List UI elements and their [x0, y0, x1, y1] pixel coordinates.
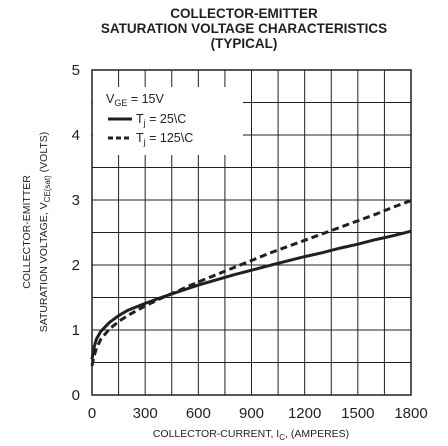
y-axis-label-line-1: COLLECTOR-EMITTER — [21, 175, 33, 289]
x-axis-label: COLLECTOR-CURRENT, IC, (AMPERES) — [153, 428, 349, 442]
chart-title-line-2: SATURATION VOLTAGE CHARACTERISTICS — [101, 21, 387, 36]
y-tick-label: 2 — [72, 257, 80, 274]
y-tick-label: 3 — [72, 192, 80, 209]
y-tick-label: 4 — [72, 127, 80, 144]
x-tick-label: 600 — [186, 405, 211, 422]
y-tick-label: 1 — [72, 322, 80, 339]
grid — [92, 70, 411, 395]
chart-title-line-1: COLLECTOR-EMITTER — [170, 6, 318, 21]
plot-frame — [91, 69, 412, 396]
x-tick-label: 900 — [239, 405, 264, 422]
series-lines — [90, 199, 412, 367]
tick-labels: 0 300 600 900 1200 1500 1800 0 1 2 3 4 5 — [72, 62, 428, 422]
series-line-125c — [90, 199, 412, 367]
x-tick-label: 1500 — [341, 405, 374, 422]
series-line-25c — [90, 229, 412, 360]
legend-header: VGE = 15V — [106, 92, 165, 108]
x-tick-label: 0 — [88, 405, 96, 422]
chart-title-line-3: (TYPICAL) — [211, 36, 278, 51]
legend-entry-125c: Tj = 125\C — [136, 131, 193, 147]
legend-box — [93, 87, 243, 155]
y-tick-label: 0 — [72, 387, 80, 404]
y-tick-label: 5 — [72, 62, 80, 79]
x-tick-label: 300 — [133, 405, 158, 422]
x-tick-label: 1800 — [394, 405, 427, 422]
x-tick-label: 1200 — [288, 405, 321, 422]
legend-entry-25c: Tj = 25\C — [136, 112, 186, 128]
y-axis-label-line-2: SATURATION VOLTAGE, VCE(sat) (VOLTS) — [38, 132, 52, 333]
